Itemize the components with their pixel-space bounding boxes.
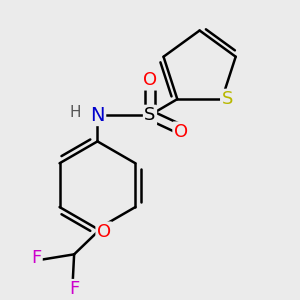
Text: H: H <box>70 105 81 120</box>
Text: S: S <box>221 90 233 108</box>
Text: O: O <box>174 123 188 141</box>
Text: F: F <box>69 280 79 298</box>
Text: O: O <box>143 71 157 89</box>
Text: S: S <box>144 106 156 124</box>
Text: N: N <box>90 106 105 124</box>
Text: F: F <box>31 249 41 267</box>
Text: O: O <box>97 223 111 241</box>
